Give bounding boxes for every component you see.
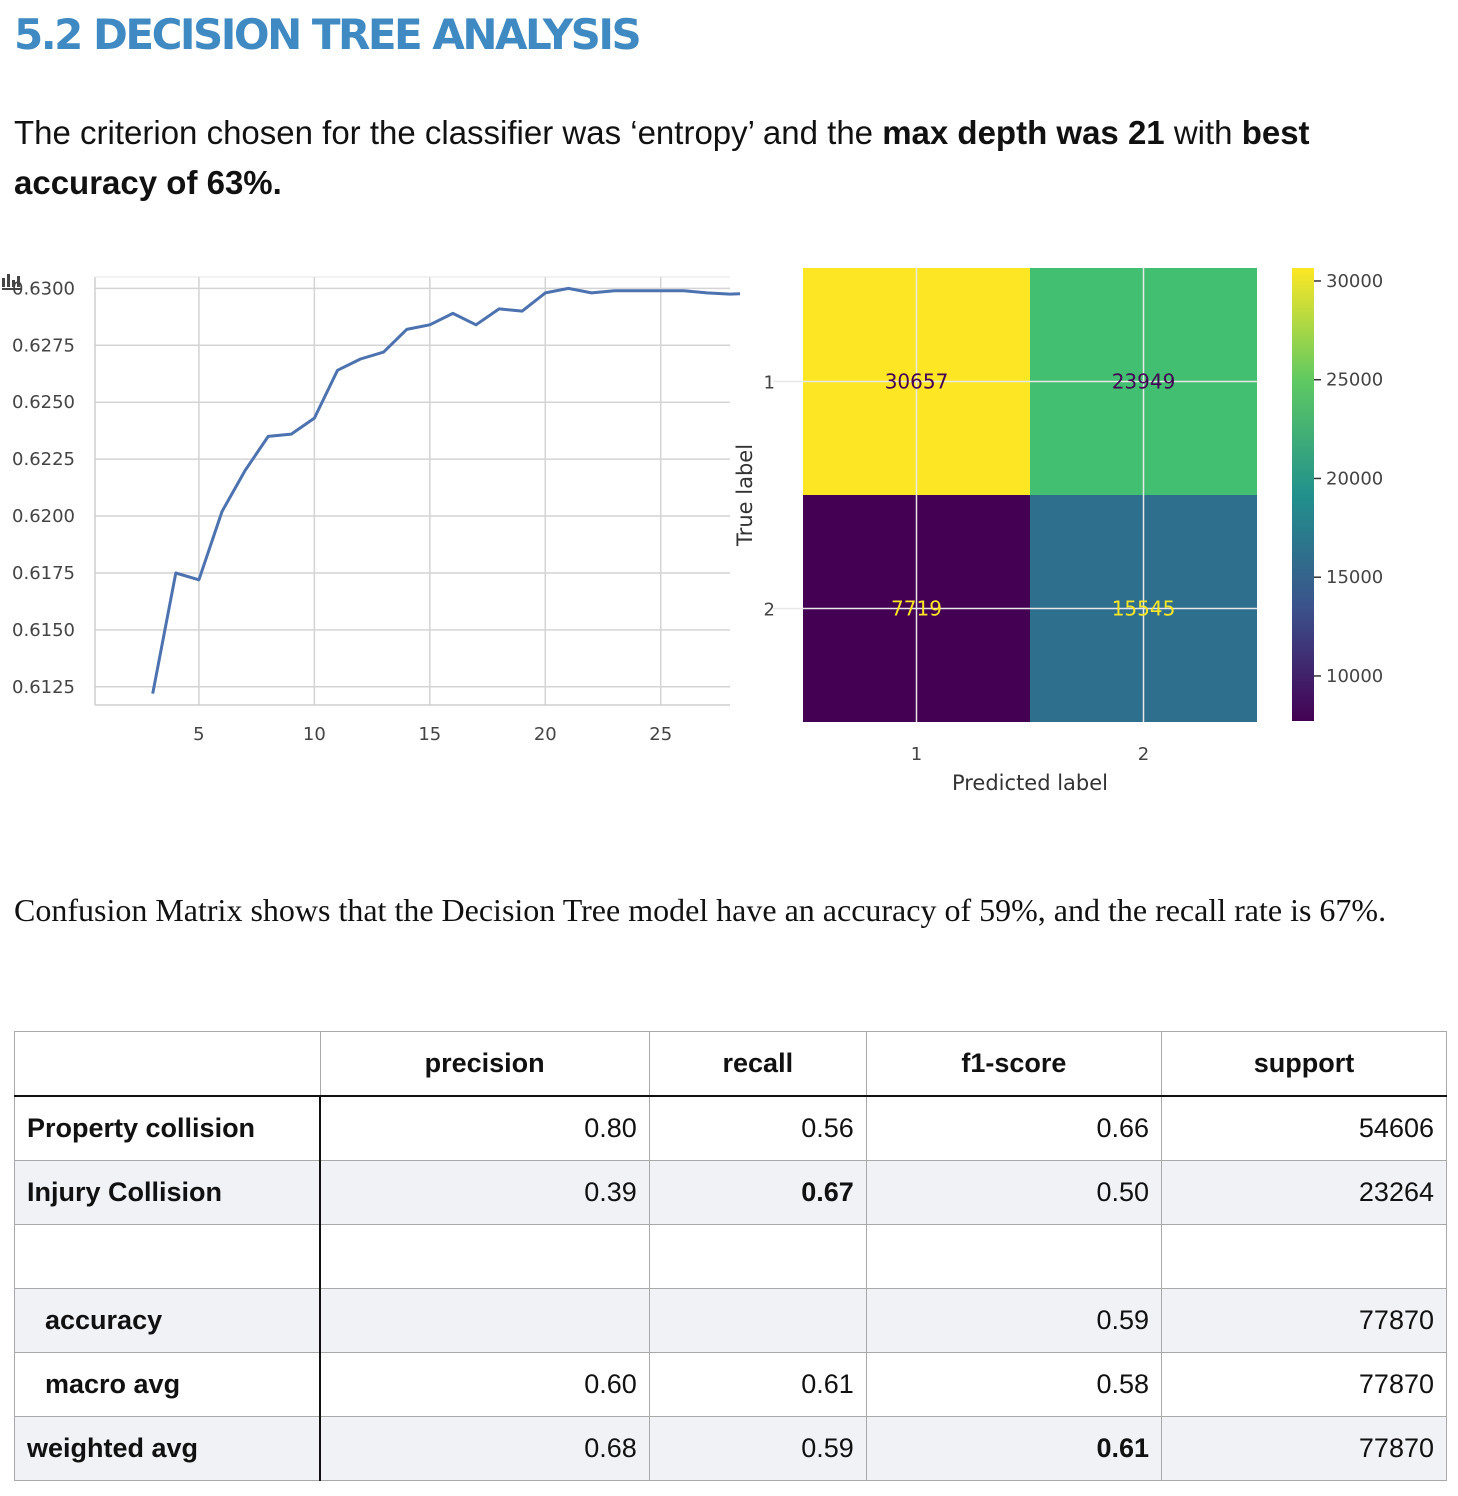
y-tick-label: 1 bbox=[764, 373, 775, 394]
matrix-cell-value: 7719 bbox=[891, 597, 942, 621]
y-tick-label: 0.6200 bbox=[12, 506, 75, 527]
x-tick-label: 10 bbox=[303, 724, 326, 745]
cell-recall bbox=[648, 1288, 867, 1353]
colorbar-tick-label: 10000 bbox=[1326, 666, 1383, 687]
confusion-matrix-chart: 30657 23949 7719 15545 1 2 1 2 Predicted label Tr… bbox=[733, 268, 1383, 795]
cell-recall: 0.61 bbox=[648, 1352, 867, 1417]
intro-text-1: The criterion chosen for the classifier … bbox=[14, 114, 883, 151]
cell-support bbox=[1161, 1224, 1447, 1289]
header-empty bbox=[14, 1031, 321, 1097]
row-label: weighted avg bbox=[14, 1416, 321, 1481]
summary-paragraph: Confusion Matrix shows that the Decision… bbox=[14, 892, 1387, 928]
cell-f1-score: 0.50 bbox=[865, 1160, 1163, 1225]
matrix-cell-value: 15545 bbox=[1112, 597, 1176, 621]
table-row-empty bbox=[14, 1224, 1447, 1289]
cell-support: 54606 bbox=[1161, 1095, 1447, 1161]
cell-f1-score: 0.58 bbox=[865, 1352, 1163, 1417]
header-support: support bbox=[1161, 1031, 1447, 1097]
y-tick-label: 0.6300 bbox=[12, 278, 75, 299]
cell-support: 77870 bbox=[1161, 1416, 1447, 1481]
classification-report-table: precision recall f1-score support Proper… bbox=[14, 1031, 1447, 1481]
row-label bbox=[14, 1224, 321, 1289]
table-header-row: precision recall f1-score support bbox=[14, 1031, 1447, 1097]
row-label: macro avg bbox=[14, 1352, 321, 1417]
y-tick-label: 2 bbox=[764, 600, 775, 621]
cell-precision bbox=[319, 1224, 650, 1289]
colorbar bbox=[1292, 268, 1314, 721]
cell-precision bbox=[319, 1288, 650, 1353]
y-tick-label: 0.6125 bbox=[12, 677, 75, 698]
cell-f1-score: 0.66 bbox=[865, 1095, 1163, 1161]
cell-precision: 0.60 bbox=[319, 1352, 650, 1417]
cell-recall: 0.67 bbox=[648, 1160, 867, 1225]
intro-bold-depth: max depth was 21 bbox=[882, 114, 1165, 151]
cell-recall: 0.56 bbox=[648, 1095, 867, 1161]
cell-precision: 0.80 bbox=[319, 1095, 650, 1161]
header-recall: recall bbox=[648, 1031, 867, 1097]
table-row: weighted avg 0.68 0.59 0.61 77870 bbox=[14, 1416, 1447, 1481]
cell-precision: 0.68 bbox=[319, 1416, 650, 1481]
x-tick-label: 1 bbox=[911, 744, 922, 765]
x-tick-label: 20 bbox=[534, 724, 557, 745]
table-row: Property collision 0.80 0.56 0.66 54606 bbox=[14, 1095, 1447, 1161]
matrix-cell-value: 30657 bbox=[885, 370, 949, 394]
x-tick-label: 2 bbox=[1138, 744, 1149, 765]
x-tick-label: 15 bbox=[418, 724, 441, 745]
colorbar-tick-label: 25000 bbox=[1326, 370, 1383, 391]
matrix-cell-value: 23949 bbox=[1112, 370, 1176, 394]
x-tick-label: 25 bbox=[649, 724, 672, 745]
cell-recall: 0.59 bbox=[648, 1416, 867, 1481]
cell-support: 77870 bbox=[1161, 1352, 1447, 1417]
row-label: Property collision bbox=[14, 1095, 321, 1161]
intro-text-2: with bbox=[1164, 114, 1242, 151]
table-row: accuracy 0.59 77870 bbox=[14, 1288, 1447, 1353]
x-axis-label: Predicted label bbox=[952, 771, 1108, 795]
accuracy-line-chart: 5 10 15 20 25 0.6125 0.6150 0.6175 0.6200 0.6225 0… bbox=[2, 274, 740, 745]
y-tick-label: 0.6150 bbox=[12, 620, 75, 641]
y-tick-label: 0.6175 bbox=[12, 563, 75, 584]
cell-recall bbox=[648, 1224, 867, 1289]
header-precision: precision bbox=[319, 1031, 650, 1097]
row-label: Injury Collision bbox=[14, 1160, 321, 1225]
intro-bold-accuracy: best accuracy of 63%. bbox=[14, 114, 1310, 201]
y-axis-label: True label bbox=[733, 444, 757, 547]
table-row: macro avg 0.60 0.61 0.58 77870 bbox=[14, 1352, 1447, 1417]
cell-f1-score: 0.59 bbox=[865, 1288, 1163, 1353]
cell-precision: 0.39 bbox=[319, 1160, 650, 1225]
intro-paragraph: The criterion chosen for the classifier … bbox=[14, 108, 1434, 208]
cell-f1-score: 0.61 bbox=[865, 1416, 1163, 1481]
cell-support: 23264 bbox=[1161, 1160, 1447, 1225]
x-tick-label: 5 bbox=[193, 724, 204, 745]
row-label: accuracy bbox=[14, 1288, 321, 1353]
y-tick-label: 0.6275 bbox=[12, 335, 75, 356]
accuracy-series-line bbox=[151, 286, 740, 694]
y-tick-label: 0.6225 bbox=[12, 449, 75, 470]
section-heading: 5.2 DECISION TREE ANALYSIS bbox=[14, 10, 642, 59]
y-tick-label: 0.6250 bbox=[12, 392, 75, 413]
chart-toolbar-icon[interactable] bbox=[2, 274, 21, 290]
cell-support: 77870 bbox=[1161, 1288, 1447, 1353]
colorbar-tick-label: 30000 bbox=[1326, 271, 1383, 292]
colorbar-tick-label: 20000 bbox=[1326, 468, 1383, 489]
header-f1-score: f1-score bbox=[865, 1031, 1163, 1097]
table-row: Injury Collision 0.39 0.67 0.50 23264 bbox=[14, 1160, 1447, 1225]
cell-f1-score bbox=[865, 1224, 1163, 1289]
colorbar-tick-label: 15000 bbox=[1326, 567, 1383, 588]
